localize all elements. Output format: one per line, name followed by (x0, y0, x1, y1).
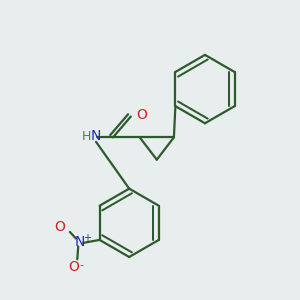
Text: O: O (68, 260, 79, 274)
Text: H: H (82, 130, 91, 143)
Text: N: N (91, 130, 101, 143)
Text: -: - (80, 260, 84, 270)
Text: O: O (136, 108, 147, 122)
Text: O: O (54, 220, 65, 233)
Text: +: + (83, 233, 91, 243)
Text: N: N (74, 235, 85, 249)
